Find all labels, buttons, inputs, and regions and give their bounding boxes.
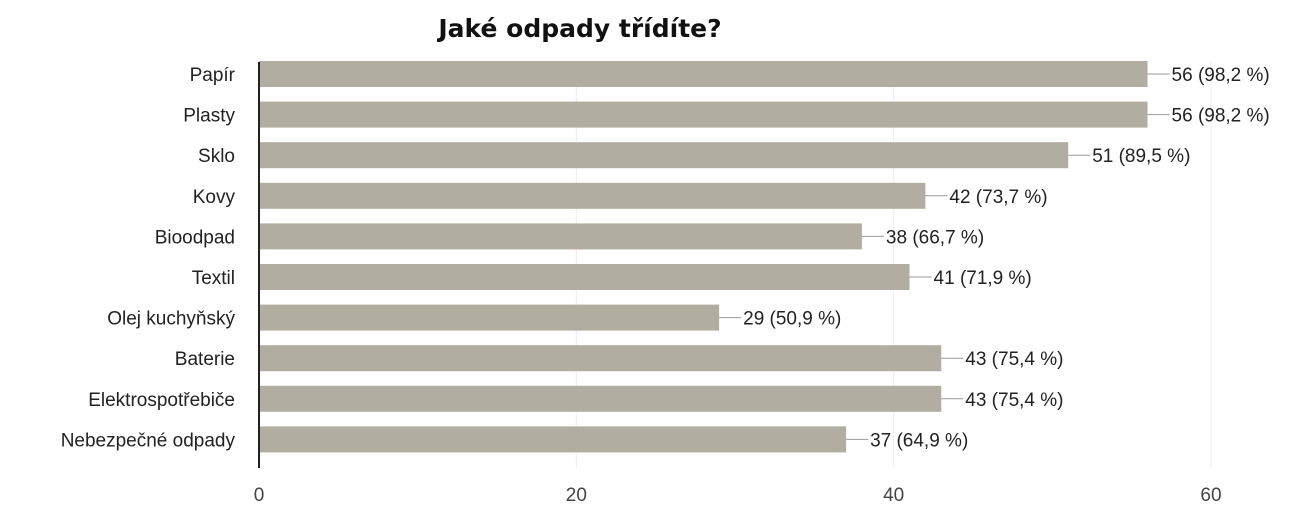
category-label: Bioodpad bbox=[155, 227, 235, 248]
data-label: 56 (98,2 %) bbox=[1172, 65, 1270, 86]
category-label: Kovy bbox=[193, 187, 236, 208]
x-tick-label: 60 bbox=[1200, 485, 1221, 506]
category-label: Olej kuchyňský bbox=[107, 309, 235, 330]
category-label: Plasty bbox=[183, 106, 235, 127]
data-label: 56 (98,2 %) bbox=[1172, 106, 1270, 127]
category-label: Baterie bbox=[175, 349, 235, 370]
bar bbox=[259, 142, 1069, 169]
bar bbox=[259, 385, 942, 412]
data-label: 43 (75,4 %) bbox=[965, 349, 1063, 370]
data-label: 42 (73,7 %) bbox=[949, 187, 1047, 208]
category-label: Sklo bbox=[198, 146, 235, 167]
category-label: Nebezpečné odpady bbox=[61, 430, 236, 451]
data-label: 38 (66,7 %) bbox=[886, 227, 984, 248]
bar bbox=[259, 61, 1148, 87]
bar bbox=[259, 345, 942, 372]
x-tick-label: 0 bbox=[254, 485, 265, 506]
data-label: 43 (75,4 %) bbox=[965, 390, 1063, 411]
category-label: Papír bbox=[190, 65, 236, 86]
bar bbox=[259, 304, 720, 331]
data-label: 29 (50,9 %) bbox=[743, 309, 841, 330]
bars bbox=[259, 61, 1148, 453]
bar bbox=[259, 426, 847, 453]
bar bbox=[259, 101, 1148, 128]
data-label: 37 (64,9 %) bbox=[870, 430, 968, 451]
x-tick-label: 40 bbox=[883, 485, 904, 506]
bar bbox=[259, 182, 926, 209]
labels: 0 20 40 60 Papír 56 (98,2 %) Plasty 56 (98,2 %)… bbox=[61, 65, 1270, 506]
category-label: Elektrospotřebiče bbox=[88, 390, 235, 411]
data-label: 41 (71,9 %) bbox=[934, 268, 1032, 289]
x-tick-label: 20 bbox=[566, 485, 587, 506]
chart-title: Jaké odpady třídíte? bbox=[438, 14, 722, 43]
bar bbox=[259, 223, 862, 250]
category-label: Textil bbox=[192, 268, 235, 289]
bar bbox=[259, 264, 910, 290]
data-label: 51 (89,5 %) bbox=[1092, 146, 1190, 167]
